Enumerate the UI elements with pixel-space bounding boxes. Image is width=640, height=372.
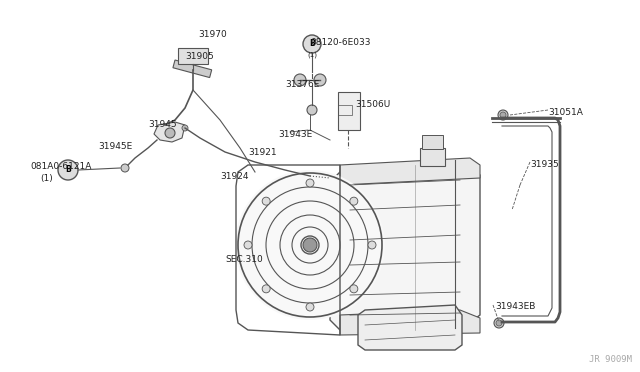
Circle shape bbox=[306, 303, 314, 311]
Text: 081A0-6121A: 081A0-6121A bbox=[30, 162, 92, 171]
Circle shape bbox=[244, 241, 252, 249]
Text: 31945: 31945 bbox=[148, 120, 177, 129]
Text: JR 9009M: JR 9009M bbox=[589, 355, 632, 364]
Polygon shape bbox=[330, 165, 480, 330]
Circle shape bbox=[121, 164, 129, 172]
Text: B: B bbox=[309, 39, 315, 48]
Bar bbox=[338, 92, 360, 130]
Bar bbox=[338, 105, 352, 115]
Text: (1): (1) bbox=[40, 174, 52, 183]
Circle shape bbox=[165, 128, 175, 138]
Polygon shape bbox=[340, 310, 480, 335]
Text: 31935: 31935 bbox=[530, 160, 559, 169]
Text: 31376E: 31376E bbox=[285, 80, 319, 89]
Text: SEC.310: SEC.310 bbox=[225, 255, 263, 264]
Text: 31970: 31970 bbox=[198, 30, 227, 39]
Circle shape bbox=[314, 74, 326, 86]
Bar bbox=[173, 60, 212, 78]
Text: 31924: 31924 bbox=[220, 172, 248, 181]
Text: (1): (1) bbox=[307, 52, 317, 58]
Polygon shape bbox=[154, 122, 185, 142]
Bar bbox=[422, 135, 443, 149]
Text: 08120-6E033: 08120-6E033 bbox=[310, 38, 371, 47]
Text: 31921: 31921 bbox=[248, 148, 276, 157]
Circle shape bbox=[262, 285, 270, 293]
Circle shape bbox=[350, 197, 358, 205]
Text: 31905: 31905 bbox=[185, 52, 214, 61]
Text: B: B bbox=[65, 166, 71, 174]
Text: 31943EB: 31943EB bbox=[495, 302, 536, 311]
Circle shape bbox=[262, 197, 270, 205]
Circle shape bbox=[58, 160, 78, 180]
Circle shape bbox=[496, 320, 502, 326]
Circle shape bbox=[294, 74, 306, 86]
Circle shape bbox=[235, 170, 385, 320]
Circle shape bbox=[350, 285, 358, 293]
Text: 31945E: 31945E bbox=[98, 142, 132, 151]
Circle shape bbox=[500, 112, 506, 118]
Text: 31051A: 31051A bbox=[548, 108, 583, 117]
Bar bbox=[420, 148, 445, 166]
Circle shape bbox=[303, 238, 317, 252]
Circle shape bbox=[368, 241, 376, 249]
Circle shape bbox=[494, 318, 504, 328]
Circle shape bbox=[303, 35, 321, 53]
Polygon shape bbox=[340, 158, 480, 185]
Circle shape bbox=[498, 110, 508, 120]
Text: 31506U: 31506U bbox=[355, 100, 390, 109]
Polygon shape bbox=[358, 305, 462, 350]
Circle shape bbox=[307, 105, 317, 115]
Bar bbox=[178, 48, 208, 64]
Circle shape bbox=[182, 125, 188, 131]
Text: 31943E: 31943E bbox=[278, 130, 312, 139]
Circle shape bbox=[306, 179, 314, 187]
